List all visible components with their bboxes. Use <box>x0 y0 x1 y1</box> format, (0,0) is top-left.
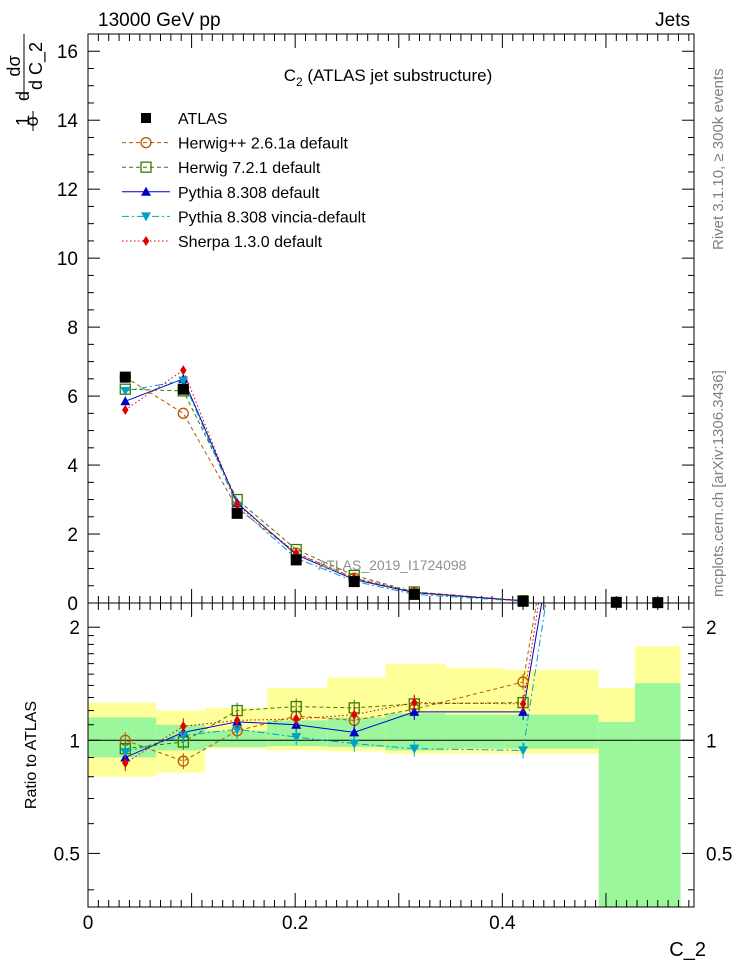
point-atlas-4 <box>348 576 360 588</box>
legend-marker-0 <box>141 113 151 123</box>
ylabel-part-a: 1 <box>13 116 33 126</box>
ratio-point-sherpa-1-3-0-default-1 <box>180 721 187 732</box>
ratio-point-sherpa-1-3-0-default-2 <box>233 715 241 726</box>
point-atlas-1 <box>177 383 189 395</box>
ratio-point-pythia-8-308-vincia-default-5 <box>409 744 420 754</box>
ratio-point-sherpa-1-3-0-default-6 <box>519 698 527 709</box>
stat-band-9 <box>634 683 681 907</box>
ratio-point-pythia-8-308-default-4 <box>349 727 360 737</box>
plot-title-rest: (ATLAS jet substructure) <box>303 66 493 85</box>
x-axis-label: C_2 <box>669 939 706 961</box>
y-axis-label: 1 σ d dσ d C_2 <box>4 34 47 131</box>
rivet-label: Rivet 3.1.10, ≥ 300k events <box>710 68 727 250</box>
plot-title-sub: 2 <box>296 75 303 89</box>
ratio-xtick-label: 0.2 <box>282 913 308 934</box>
ratio-xtick-label: 0 <box>83 913 94 934</box>
ratio-point-sherpa-1-3-0-default-3 <box>292 713 300 724</box>
point-atlas-2 <box>231 507 243 519</box>
stat-band-7 <box>504 714 599 749</box>
ratio-uncertainty-bands <box>88 646 694 907</box>
ratio-ytick-label: 2 <box>69 618 80 639</box>
ylabel-part-c: d <box>13 91 33 101</box>
point-atlas-8 <box>652 597 664 609</box>
point-atlas-0 <box>119 371 131 383</box>
ratio-point-sherpa-1-3-0-default-4 <box>350 709 358 720</box>
legend-label-5: Sherpa 1.3.0 default <box>178 234 323 251</box>
legend-label-3: Pythia 8.308 default <box>178 185 320 202</box>
plot-title: C2 (ATLAS jet substructure) <box>284 66 493 89</box>
watermark: ATLAS_2019_I1724098 <box>318 557 467 573</box>
ratio-ytick-label-right: 2 <box>706 618 717 639</box>
stat-band-2 <box>205 730 268 747</box>
point-herwig-2-6-1a-default-1 <box>177 407 189 419</box>
ratio-tail-pythia-8-308-vincia-default <box>522 602 547 751</box>
main-ytick-label: 0 <box>67 594 78 615</box>
point-atlas-5 <box>408 588 420 600</box>
legend-marker-5 <box>142 236 150 246</box>
legend-label-0: ATLAS <box>178 111 228 128</box>
ylabel-part-e: d C_2 <box>26 42 47 90</box>
ratio-xtick-label: 0.4 <box>489 913 516 934</box>
ratio-ytick-label-right: 0.5 <box>706 844 732 865</box>
ratio-point-pythia-8-308-vincia-default-1 <box>178 731 189 741</box>
ratio-point-pythia-8-308-vincia-default-2 <box>232 725 243 735</box>
legend-marker-1 <box>140 136 152 149</box>
ratio-point-herwig-2-6-1a-default-6 <box>517 676 529 688</box>
main-ytick-label: 2 <box>67 525 78 546</box>
ratio-point-sherpa-1-3-0-default-0 <box>122 758 129 769</box>
ratio-tail-herwig-2-6-1a-default <box>522 602 538 683</box>
ratio-point-sherpa-1-3-0-default-5 <box>411 697 418 708</box>
main-ytick-label: 10 <box>57 249 78 270</box>
plot-title-c: C <box>284 66 296 85</box>
legend-marker-2 <box>140 161 152 173</box>
point-pythia-8-308-vincia-default-0 <box>120 386 131 396</box>
ratio-ytick-label-right: 1 <box>706 731 717 752</box>
plot-frames <box>87 33 695 908</box>
ratio-point-pythia-8-308-vincia-default-0 <box>120 748 131 758</box>
stat-band-6 <box>445 714 505 749</box>
mcplots-label: mcplots.cern.ch [arXiv:1306.3436] <box>710 370 727 597</box>
ratio-frame <box>87 602 695 908</box>
ratio-ytick-label: 0.5 <box>54 844 80 865</box>
main-ytick-label: 8 <box>67 318 78 339</box>
stat-band-8 <box>598 721 635 907</box>
point-pythia-8-308-vincia-default-1 <box>178 376 189 386</box>
ratio-point-pythia-8-308-vincia-default-3 <box>291 733 302 743</box>
legend-marker-3 <box>141 186 151 196</box>
ylabel-part-d: dσ <box>4 55 24 76</box>
point-sherpa-1-3-0-default-2 <box>233 499 241 510</box>
ratio-tail-sherpa-1-3-0-default <box>522 602 540 704</box>
stat-band-5 <box>385 713 446 751</box>
main-ytick-label: 4 <box>67 456 78 477</box>
main-ytick-label: 14 <box>57 111 79 132</box>
legend-label-1: Herwig++ 2.6.1a default <box>178 136 348 153</box>
legend-marker-4 <box>141 212 151 222</box>
ratio-point-herwig-2-6-1a-default-1 <box>177 755 189 767</box>
legend-label-2: Herwig 7.2.1 default <box>178 160 321 177</box>
point-pythia-8-308-default-0 <box>120 396 131 406</box>
ratio-ytick-label: 1 <box>69 731 80 752</box>
ylabel-part-b: σ <box>22 115 42 126</box>
header-right: Jets <box>655 10 690 31</box>
main-series <box>119 365 664 609</box>
main-ytick-label: 16 <box>57 42 78 63</box>
point-sherpa-1-3-0-default-0 <box>122 404 129 415</box>
point-sherpa-1-3-0-default-1 <box>180 365 187 376</box>
main-ytick-label: 6 <box>67 387 78 408</box>
legend-label-4: Pythia 8.308 vincia-default <box>178 209 366 226</box>
ratio-ylabel: Ratio to ATLAS <box>23 701 40 809</box>
main-ytick-label: 12 <box>57 180 78 201</box>
point-atlas-7 <box>610 596 622 608</box>
ratio-point-pythia-8-308-vincia-default-4 <box>349 739 360 749</box>
point-atlas-6 <box>517 595 529 607</box>
point-atlas-3 <box>290 554 302 566</box>
ratio-series <box>119 602 547 772</box>
legend: ATLAS Herwig++ 2.6.1a default Herwig 7.2.1… <box>122 111 366 251</box>
ratio-point-pythia-8-308-vincia-default-6 <box>518 746 529 756</box>
ratio-tail-pythia-8-308-default <box>522 602 543 713</box>
ratio-point-pythia-8-308-default-5 <box>409 706 420 716</box>
header-left: 13000 GeV pp <box>98 10 221 31</box>
